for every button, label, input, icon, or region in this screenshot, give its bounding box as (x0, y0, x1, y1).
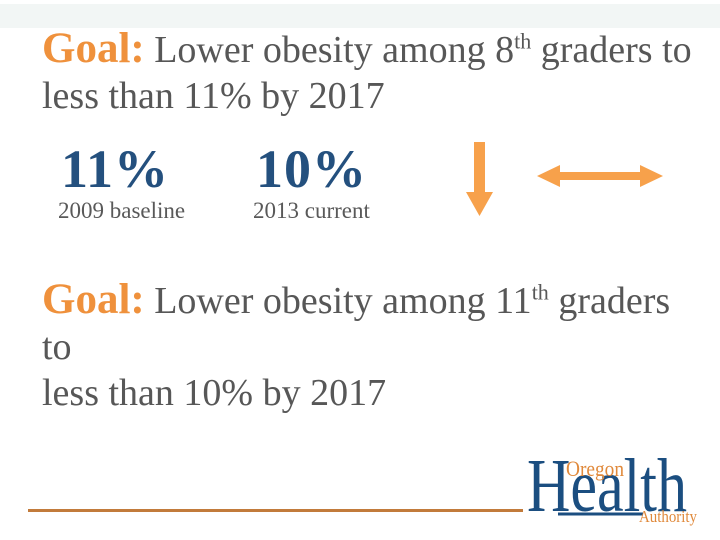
stat-value: 10% (256, 139, 367, 199)
top-band (0, 4, 720, 28)
goal-text-pre: Lower obesity among 11 (154, 280, 532, 322)
goal-line-2: less than 10% by 2017 (42, 372, 387, 414)
stat-value: 11% (61, 139, 170, 199)
stat-2009-baseline: 11% 2009 baseline (58, 142, 185, 224)
goal-line-1: Goal: Lower obesity among 8th graders to (42, 26, 707, 73)
goal-text-post: graders to (42, 280, 671, 368)
oregon-health-authority-logo: Health Oregon Authority (527, 445, 697, 528)
left-right-arrow-icon (537, 165, 663, 187)
stat-caption: 2009 baseline (58, 198, 186, 223)
goal-text-post: graders to (531, 29, 692, 71)
goal-statement-8th-graders: Goal: Lower obesity among 8th graders to… (42, 26, 707, 119)
ordinal-superscript: th (514, 28, 532, 54)
goal-line-1: Goal: Lower obesity among 11th graders t… (42, 277, 707, 370)
left-right-arrow-shape (537, 165, 663, 187)
down-arrow-icon (466, 142, 493, 216)
goal-label: Goal: (42, 276, 145, 323)
footer-divider-line (28, 509, 523, 512)
logo-authority-text: Authority (639, 507, 697, 526)
goal-statement-11th-graders: Goal: Lower obesity among 11th graders t… (42, 277, 707, 416)
goal-text-pre: Lower obesity among 8 (154, 29, 515, 71)
stat-caption: 2013 current (253, 198, 370, 223)
goal-line-2: less than 11% by 2017 (42, 75, 385, 117)
ordinal-superscript: th (531, 279, 549, 305)
goal-label: Goal: (42, 25, 145, 72)
down-arrow-shape (466, 142, 493, 216)
logo-oregon-text: Oregon (566, 456, 624, 481)
stat-2013-current: 10% 2013 current (253, 142, 370, 224)
